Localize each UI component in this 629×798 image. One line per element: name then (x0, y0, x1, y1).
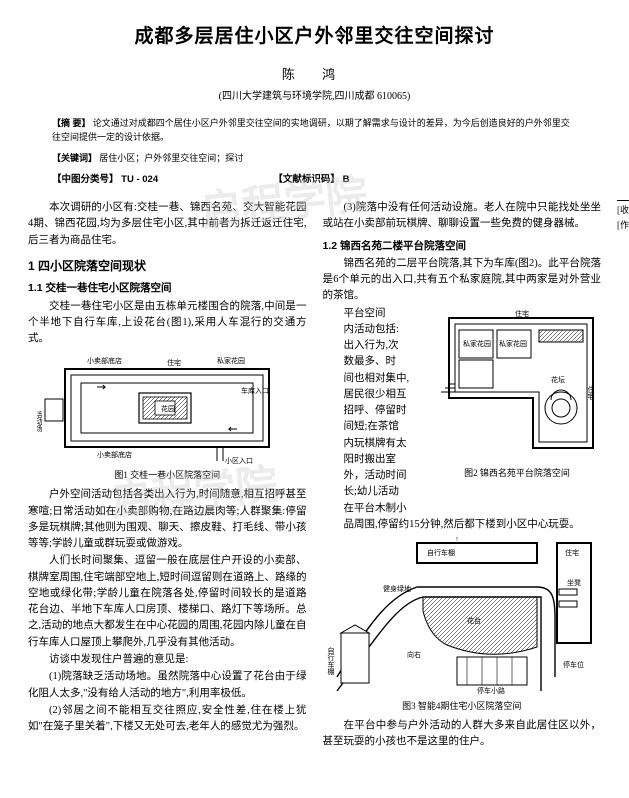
figure-3: ↑ 自行车棚 住宅 健身绿地 花台 坐凳 自行车棚 向右 停车小路 停车位 图3… (323, 537, 602, 714)
class-value: TU - 024 (121, 174, 158, 185)
svg-text:自行车棚: 自行车棚 (327, 646, 335, 676)
figure-2-caption: 图2 锦西名苑平台院落空间 (433, 467, 601, 481)
svg-text:车库入口: 车库入口 (241, 386, 269, 395)
abstract: 【摘 要】 论文通过对成都四个居住小区户外邻里交往空间的实地调研，以期了解需求与… (28, 116, 601, 145)
section-1-2-heading: 1.2 锦西名苑二楼平台院落空间 (323, 238, 602, 254)
p11b: 户外空间活动包括各类出入行为,时间随意,相互招呼甚至寒喧;日常活动如在小卖部购物… (28, 487, 307, 552)
abstract-label: 【摘 要】 (52, 118, 91, 128)
p11g: (3)院落中没有任何活动设施。老人在院中只能找处坐坐或站在小卖部前玩棋牌、聊聊设… (323, 200, 602, 233)
keywords-label: 【关键词】 (52, 153, 97, 163)
doc-label: 【文献标识码】 (273, 174, 340, 185)
p11d: 访谈中发现住户普遍的意见是: (28, 652, 307, 668)
svg-text:小卖部底店: 小卖部底店 (97, 450, 132, 459)
p12c: 品周围,停留约15分钟,然后都下楼到小区中心玩耍。 (323, 517, 602, 533)
intro-paragraph: 本次调研的小区有:交桂一巷、锦西名苑、交大智能花园4期、锦西花园,均为多层住宅小… (28, 200, 307, 249)
svg-text:住宅: 住宅 (587, 385, 595, 400)
svg-text:停车位: 停车位 (563, 660, 584, 669)
doc-value: B (343, 174, 350, 185)
svg-text:健身绿地: 健身绿地 (383, 584, 411, 593)
svg-text:↑: ↑ (455, 537, 459, 543)
svg-text:住宅: 住宅 (167, 358, 181, 367)
svg-text:小区入口: 小区入口 (225, 456, 253, 465)
footnote-author: [作者简介]陈鸿,建筑学硕士,从事教育工作。 (617, 219, 629, 233)
keywords-text: 居住小区；户外邻里交往空间；探讨 (99, 153, 243, 163)
affiliation: (四川大学建筑与环境学院,四川成都 610065) (28, 89, 601, 105)
svg-text:花园: 花园 (161, 404, 175, 413)
body-columns: 本次调研的小区有:交桂一巷、锦西名苑、交大智能花园4期、锦西花园,均为多层住宅小… (28, 200, 601, 754)
p12b-line: 长;幼儿活动 (323, 484, 602, 500)
section-1-1-heading: 1.1 交桂一巷住宅小区院落空间 (28, 280, 307, 296)
footnote-date: [收稿日期]2005 - 03 - 21 (617, 204, 629, 218)
paper-title: 成都多层居住小区户外邻里交往空间探讨 (28, 22, 601, 51)
svg-text:私家花园: 私家花园 (217, 356, 245, 365)
p11c: 人们长时间聚集、逗留一般在底层住户开设的小卖部、棋牌室周围,住宅端部空地上,短时… (28, 553, 307, 651)
p11a: 交桂一巷住宅小区是由五栋单元楼围合的院落,中间是一个半地下自行车库,上设花台(图… (28, 299, 307, 348)
p11e: (1)院落缺乏活动场地。虽然院落中心设置了花台由于绿化阻人太多,"没有给人活动的… (28, 669, 307, 702)
svg-text:停车小路: 停车小路 (477, 686, 505, 695)
svg-text:私家花园: 私家花园 (499, 339, 527, 348)
footnotes: [收稿日期]2005 - 03 - 21 [作者简介]陈鸿,建筑学硕士,从事教育… (617, 200, 629, 233)
p12d: 在平台中参与户外活动的人群大多来自此居住区以外，甚至玩耍的小孩也不是这里的住户。 (323, 718, 602, 751)
svg-text:向右: 向右 (407, 650, 421, 659)
class-label: 【中图分类号】 (52, 174, 119, 185)
figure-2: 私家花园 私家花园 花坛 住宅 住宅 图2 锦西名苑平台院落空间 (433, 308, 601, 485)
svg-text:花坛: 花坛 (551, 375, 565, 384)
svg-text:私家花园: 私家花园 (463, 339, 491, 348)
p12a: 锦西名苑的二层平台院落,其下为车库(图2)。此平台院落是6个单元的出入口,共有五… (323, 256, 602, 305)
abstract-text: 论文通过对成都四个居住小区户外邻里交往空间的实地调研，以期了解需求与设计的差异，… (52, 118, 570, 142)
p11f: (2)邻居之间不能相互交往照应,安全性差,住在楼上犹如"在笼子里关着",下楼又无… (28, 703, 307, 736)
keywords: 【关键词】 居住小区；户外邻里交往空间；探讨 (28, 151, 601, 165)
figure-1: 小卖部底店 住宅 私家花园 车库入口 活动场 花园 小区入口 小卖部底店 图1 … (28, 351, 307, 483)
svg-text:住宅: 住宅 (515, 309, 529, 318)
figure-3-caption: 图3 智能4期住宅小区院落空间 (323, 700, 602, 714)
svg-text:坐凳: 坐凳 (567, 578, 581, 587)
svg-text:住宅: 住宅 (565, 548, 579, 557)
section-1-heading: 1 四小区院落空间现状 (28, 257, 307, 276)
figure-1-caption: 图1 交桂一巷小区院落空间 (28, 469, 307, 483)
svg-text:活动场: 活动场 (37, 411, 43, 434)
svg-text:小卖部底店: 小卖部底店 (87, 356, 122, 365)
svg-text:花台: 花台 (467, 616, 481, 625)
classification-row: 【中图分类号】 TU - 024 【文献标识码】 B (28, 173, 601, 188)
p12b-line: 在平台木制小 (323, 501, 602, 517)
svg-text:自行车棚: 自行车棚 (427, 548, 455, 557)
author-name: 陈 鸿 (28, 65, 601, 85)
